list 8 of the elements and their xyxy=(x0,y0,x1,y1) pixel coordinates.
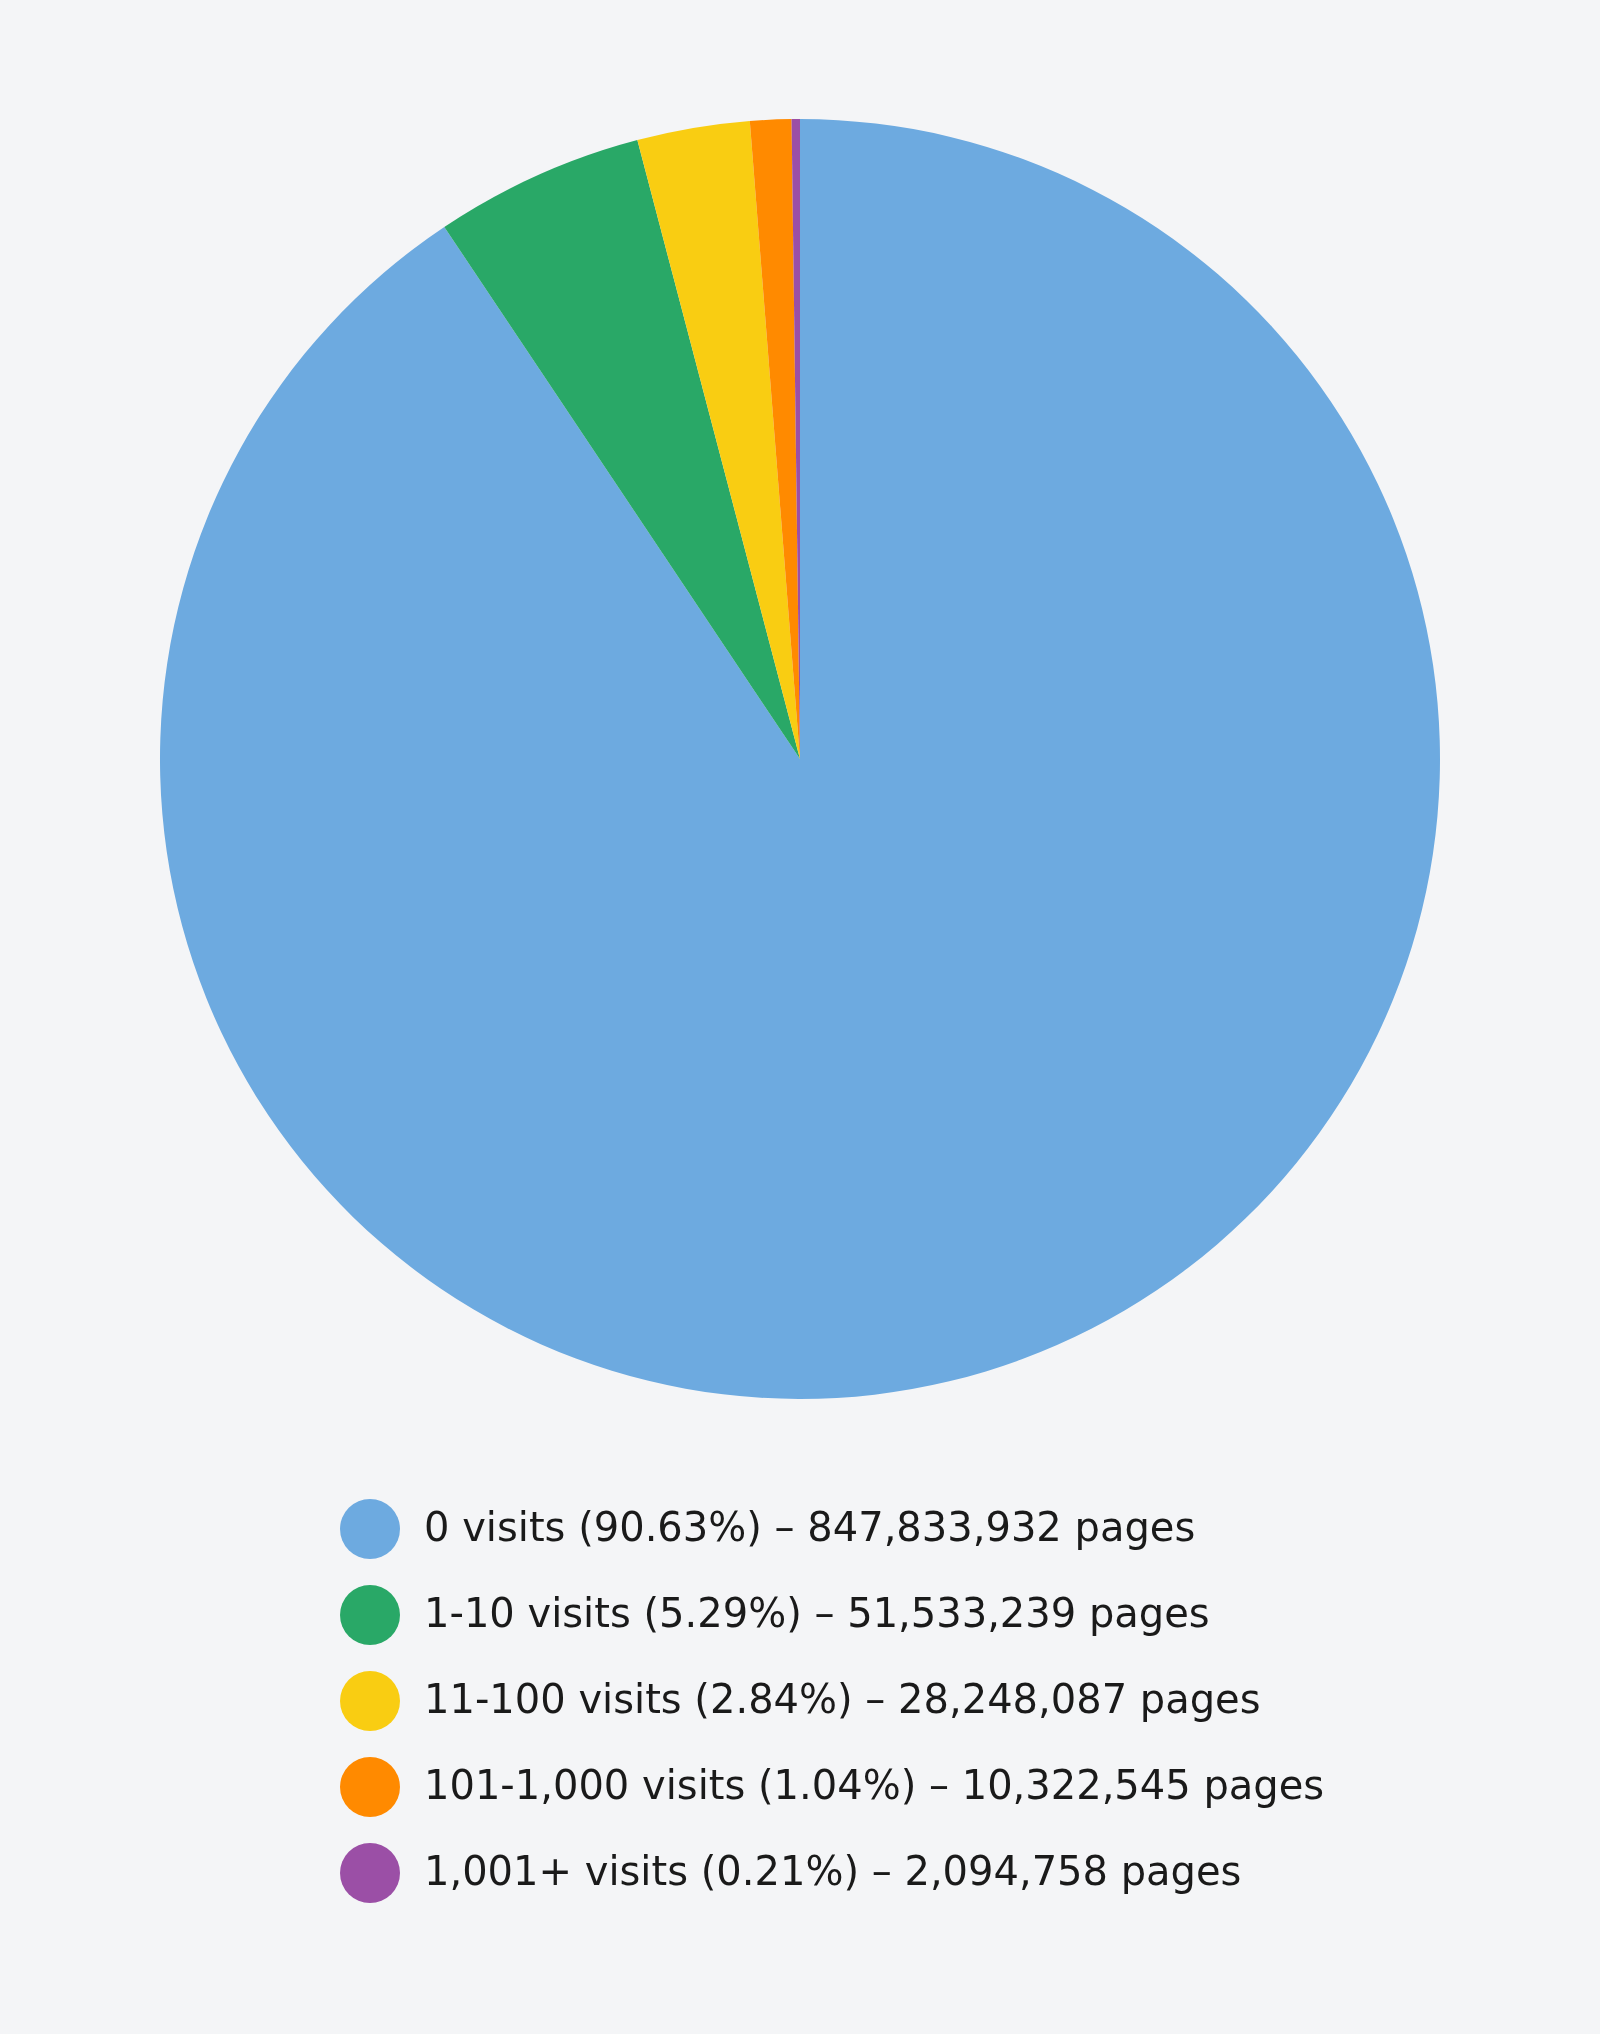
pie-slice xyxy=(637,120,800,759)
pie-slice xyxy=(160,119,1440,1399)
legend-label: 0 visits (90.63%) – 847,833,932 pages xyxy=(424,1504,1196,1550)
legend-label: 101-1,000 visits (1.04%) – 10,322,545 pages xyxy=(424,1762,1325,1808)
legend-label: 11-100 visits (2.84%) – 28,248,087 pages xyxy=(424,1676,1261,1722)
legend-label: 1,001+ visits (0.21%) – 2,094,758 pages xyxy=(424,1848,1242,1894)
legend-label: 1-10 visits (5.29%) – 51,533,239 pages xyxy=(424,1590,1210,1636)
pie-slice xyxy=(444,140,800,759)
